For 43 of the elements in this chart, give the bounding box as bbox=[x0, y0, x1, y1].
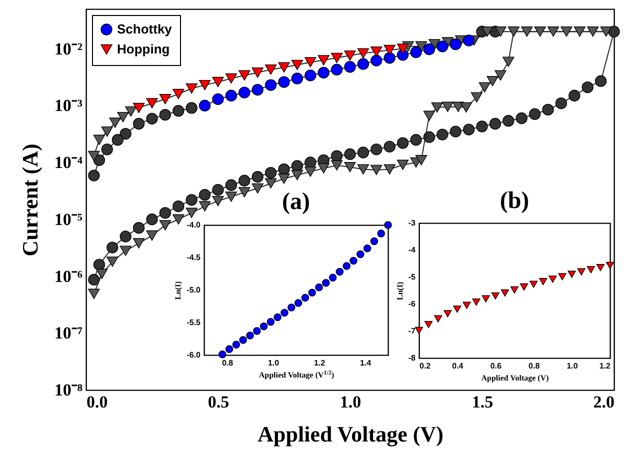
y-tick-label: 10⁻² bbox=[54, 39, 82, 58]
y-axis-title: Current (A) bbox=[17, 144, 42, 256]
x-tick-label: 1.2 bbox=[314, 358, 326, 368]
x-tick-label: 1.2 bbox=[599, 362, 612, 370]
y-axis-title: Ln(I) bbox=[174, 281, 183, 300]
x-tick-label: 0.0 bbox=[86, 392, 108, 412]
y-tick-label: -4 bbox=[408, 246, 416, 254]
x-axis-title: Applied Voltage (V$^{1/2}$) bbox=[258, 370, 334, 380]
x-tick-label: 0.4 bbox=[452, 362, 464, 370]
y-tick-label: 10⁻⁷ bbox=[54, 324, 82, 343]
x-tick-label: 1.5 bbox=[472, 392, 494, 412]
y-tick-label: 10⁻⁶ bbox=[54, 266, 82, 286]
x-tick-label: 1.0 bbox=[340, 392, 362, 412]
x-tick-label: 1.0 bbox=[566, 362, 578, 370]
legend-label: Schottky bbox=[117, 22, 173, 36]
x-tick-label: 1.0 bbox=[268, 358, 280, 368]
y-tick-label: -5.5 bbox=[186, 318, 202, 327]
y-tick-label: -3 bbox=[408, 218, 416, 228]
y-tick-label: -6 bbox=[408, 300, 416, 308]
legend-label: Hopping bbox=[117, 42, 170, 56]
y-tick-label: -6.0 bbox=[186, 350, 202, 360]
x-tick-label: 0.8 bbox=[222, 358, 234, 368]
x-tick-label: 2.0 bbox=[593, 392, 614, 412]
y-tick-label: -8 bbox=[408, 354, 416, 362]
chart-title: (a) bbox=[282, 189, 310, 216]
y-tick-label: -4.0 bbox=[186, 220, 202, 230]
x-tick-label: 0.8 bbox=[528, 362, 540, 370]
x-tick-label: 0.6 bbox=[490, 362, 502, 370]
x-axis-title: Applied Voltage (V) bbox=[481, 374, 550, 382]
y-tick-label: -5.0 bbox=[186, 286, 202, 294]
x-tick-label: 0.5 bbox=[208, 392, 230, 412]
y-tick-label: -7 bbox=[408, 326, 416, 336]
y-tick-label: 10⁻⁵ bbox=[54, 210, 82, 229]
y-tick-label: 10⁻³ bbox=[54, 96, 82, 116]
x-tick-label: 0.2 bbox=[420, 362, 432, 370]
y-tick-label: 10⁻⁴ bbox=[54, 153, 82, 172]
x-axis-title: Applied Voltage (V) bbox=[258, 422, 444, 446]
x-tick-label: 1.4 bbox=[360, 358, 372, 368]
y-tick-label: 10⁻⁸ bbox=[54, 380, 82, 400]
y-tick-label: -5 bbox=[408, 272, 416, 282]
y-axis-title: Ln(I) bbox=[395, 282, 404, 300]
chart-title: (b) bbox=[500, 188, 530, 214]
y-tick-label: -4.5 bbox=[186, 253, 202, 262]
